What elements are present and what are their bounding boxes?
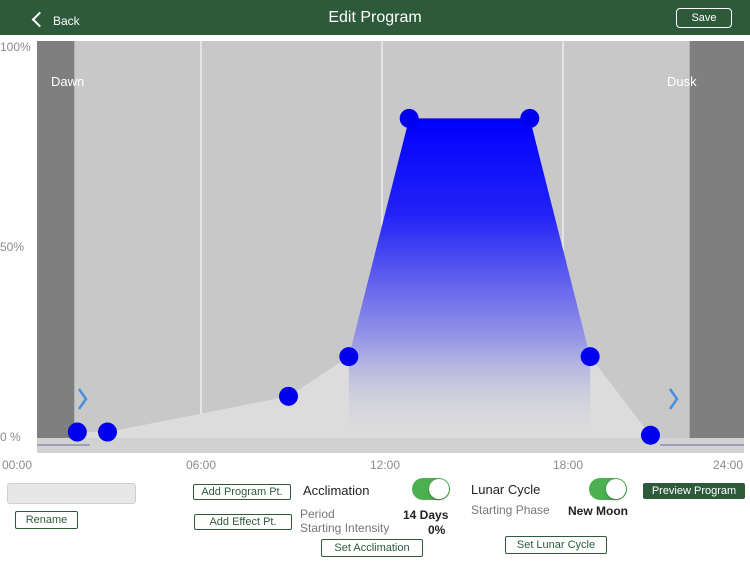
dusk-chevron-icon[interactable] (668, 388, 679, 410)
toggle-knob (429, 479, 449, 499)
x-tick-1200: 12:00 (370, 458, 400, 472)
baseline-strip (37, 438, 744, 453)
acclimation-toggle[interactable] (412, 478, 450, 500)
starting-phase-value: New Moon (568, 504, 628, 518)
program-points[interactable] (67, 108, 660, 445)
dusk-region (689, 41, 744, 438)
lunar-cycle-label: Lunar Cycle (471, 482, 541, 497)
save-button[interactable]: Save (676, 8, 732, 28)
back-button[interactable]: Back (31, 8, 80, 28)
x-tick-1800: 18:00 (553, 458, 583, 472)
starting-intensity-value: 0% (428, 523, 446, 537)
dawn-chevron-icon[interactable] (77, 388, 88, 410)
set-acclimation-button[interactable]: Set Acclimation (321, 539, 423, 557)
starting-intensity-label: Starting Intensity (300, 521, 390, 535)
toggle-knob (606, 479, 626, 499)
program-name-input[interactable] (7, 483, 136, 504)
top-nav-bar: Back Edit Program Save (0, 0, 750, 35)
program-point-5[interactable] (399, 108, 419, 128)
back-label: Back (53, 14, 80, 28)
x-tick-0000: 00:00 (2, 458, 32, 472)
x-tick-0600: 06:00 (186, 458, 216, 472)
dawn-label: Dawn (51, 74, 84, 89)
acclimation-label: Acclimation (303, 483, 370, 498)
program-point-4[interactable] (339, 347, 359, 367)
program-chart[interactable]: Dawn Dusk 100% 50% 0 % 00:00 06:00 12:00… (0, 35, 750, 475)
rename-button[interactable]: Rename (15, 511, 78, 529)
program-point-6[interactable] (520, 108, 540, 128)
page-title: Edit Program (328, 9, 422, 26)
add-effect-point-button[interactable]: Add Effect Pt. (194, 514, 292, 530)
program-point-3[interactable] (278, 386, 298, 406)
lunar-cycle-toggle[interactable] (589, 478, 627, 500)
period-label: Period (300, 507, 335, 521)
program-point-2[interactable] (97, 422, 117, 442)
program-point-8[interactable] (640, 425, 660, 445)
add-program-point-button[interactable]: Add Program Pt. (193, 484, 291, 500)
starting-phase-label: Starting Phase (471, 503, 550, 517)
dusk-label: Dusk (667, 74, 697, 89)
dawn-region (37, 41, 75, 438)
x-tick-2400: 24:00 (713, 458, 743, 472)
period-value: 14 Days (403, 508, 449, 522)
y-tick-100: 100% (0, 40, 31, 54)
program-point-7[interactable] (580, 347, 600, 367)
y-tick-50: 50% (0, 240, 24, 254)
preview-program-button[interactable]: Preview Program (643, 483, 745, 499)
set-lunar-cycle-button[interactable]: Set Lunar Cycle (505, 536, 607, 554)
peak-gradient-area (348, 118, 591, 438)
y-tick-0: 0 % (0, 430, 21, 444)
program-point-1[interactable] (67, 422, 87, 442)
